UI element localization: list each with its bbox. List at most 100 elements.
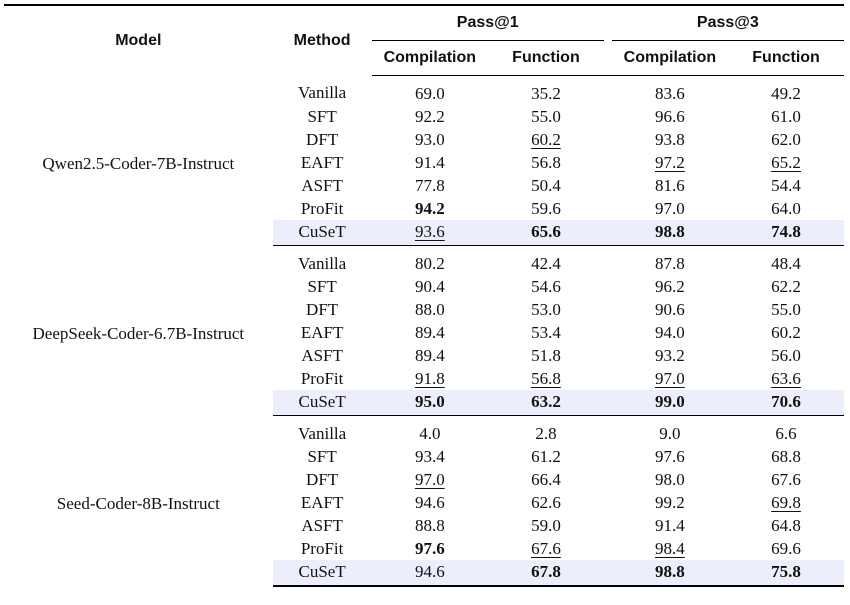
value-cell: 88.0	[372, 298, 488, 321]
value-cell: 51.8	[488, 344, 604, 367]
value-cell: 93.2	[612, 344, 728, 367]
model-group: Qwen2.5-Coder-7B-Instruct Vanilla 69.0 35.2…	[4, 76, 844, 246]
value-text: 94.6	[414, 492, 445, 512]
value-cell: 88.8	[372, 514, 488, 537]
table-row: SFT 93.4 61.2 97.6 68.8	[4, 445, 844, 468]
value-cell: 56.8	[488, 151, 604, 174]
value-text: 89.4	[414, 322, 445, 342]
model-column-header: Model	[4, 4, 273, 76]
value-cell: 4.0	[372, 416, 488, 446]
value-cell: 75.8	[728, 560, 844, 587]
value-text: 93.0	[414, 129, 445, 149]
value-cell: 62.0	[728, 128, 844, 151]
value-text: 83.6	[655, 83, 685, 103]
spacer-cell	[603, 390, 612, 416]
value-cell: 56.8	[488, 367, 604, 390]
value-cell: 95.0	[371, 390, 489, 416]
value-cell: 64.8	[728, 514, 844, 537]
method-cell: EAFT	[300, 492, 344, 512]
value-text: 70.6	[771, 391, 801, 411]
value-cell: 87.8	[612, 246, 728, 276]
value-cell: 97.6	[612, 445, 728, 468]
value-cell: 55.0	[728, 298, 844, 321]
value-cell: 53.4	[488, 321, 604, 344]
value-cell: 98.8	[611, 560, 729, 587]
value-text: 97.0	[655, 198, 685, 218]
value-text: 56.8	[531, 152, 561, 172]
value-cell: 94.6	[371, 560, 489, 587]
value-text: 64.8	[771, 515, 801, 535]
value-cell: 98.0	[612, 468, 728, 491]
value-cell: 90.4	[372, 275, 488, 298]
spacer-cell	[604, 246, 612, 276]
value-text: 97.2	[655, 152, 685, 172]
value-text: 94.6	[414, 561, 445, 581]
value-cell: 81.6	[612, 174, 728, 197]
value-cell: 93.6	[371, 220, 489, 246]
method-cell: ASFT	[301, 515, 343, 535]
value-text: 67.8	[531, 561, 561, 581]
spacer-cell	[604, 275, 612, 298]
value-cell: 93.4	[372, 445, 488, 468]
value-cell: 42.4	[488, 246, 604, 276]
value-text: 62.2	[771, 276, 801, 296]
value-text: 77.8	[414, 175, 445, 195]
value-cell: 54.4	[728, 174, 844, 197]
value-text: 95.0	[414, 391, 445, 411]
method-cell: SFT	[307, 276, 337, 296]
value-text: 69.8	[771, 492, 801, 512]
value-text: 66.4	[531, 469, 561, 489]
method-cell: DFT	[306, 469, 339, 489]
model-group: DeepSeek-Coder-6.7B-Instruct Vanilla 80.2 4…	[4, 246, 844, 416]
value-cell: 60.2	[728, 321, 844, 344]
value-text: 35.2	[531, 83, 561, 103]
value-cell: 68.8	[728, 445, 844, 468]
spacer-cell	[604, 105, 612, 128]
table-row: DFT 88.0 53.0 90.6 55.0	[4, 298, 844, 321]
table-row: DFT 93.0 60.2 93.8 62.0	[4, 128, 844, 151]
value-text: 61.2	[531, 446, 561, 466]
value-cell: 96.2	[612, 275, 728, 298]
value-cell: 50.4	[488, 174, 604, 197]
value-text: 94.0	[655, 322, 685, 342]
method-cell: ASFT	[301, 175, 343, 195]
table-row: EAFT 91.4 56.8 97.2 65.2	[4, 151, 844, 174]
value-cell: 63.6	[728, 367, 844, 390]
value-text: 68.8	[771, 446, 801, 466]
model-name-cell: Seed-Coder-8B-Instruct	[56, 493, 220, 513]
value-text: 91.4	[414, 152, 445, 172]
value-cell: 61.0	[728, 105, 844, 128]
value-cell: 77.8	[372, 174, 488, 197]
value-cell: 93.8	[612, 128, 728, 151]
value-text: 65.2	[771, 152, 801, 172]
table-row: CuSeT 94.6 67.8 98.8 75.8	[4, 560, 844, 587]
spacer-cell	[604, 491, 612, 514]
value-cell: 97.2	[612, 151, 728, 174]
value-text: 75.8	[771, 561, 801, 581]
value-text: 6.6	[775, 423, 797, 443]
method-cell: ProFit	[300, 538, 344, 558]
value-text: 59.6	[531, 198, 561, 218]
value-text: 62.0	[771, 129, 801, 149]
value-cell: 97.0	[372, 468, 488, 491]
value-cell: 94.6	[372, 491, 488, 514]
value-text: 48.4	[771, 253, 801, 273]
value-text: 4.0	[419, 423, 441, 443]
value-text: 60.2	[531, 129, 561, 149]
value-text: 53.4	[531, 322, 561, 342]
value-text: 67.6	[531, 538, 561, 558]
table-row: ASFT 89.4 51.8 93.2 56.0	[4, 344, 844, 367]
value-text: 93.6	[414, 221, 445, 241]
value-cell: 56.0	[728, 344, 844, 367]
method-cell: SFT	[307, 446, 337, 466]
value-text: 98.8	[655, 221, 685, 241]
spacer-cell	[604, 151, 612, 174]
value-cell: 97.6	[372, 537, 488, 560]
model-name-cell: DeepSeek-Coder-6.7B-Instruct	[32, 323, 245, 343]
value-cell: 55.0	[488, 105, 604, 128]
spacer-cell	[604, 468, 612, 491]
spacer-cell	[604, 344, 612, 367]
value-text: 80.2	[414, 253, 445, 273]
value-cell: 59.0	[488, 514, 604, 537]
